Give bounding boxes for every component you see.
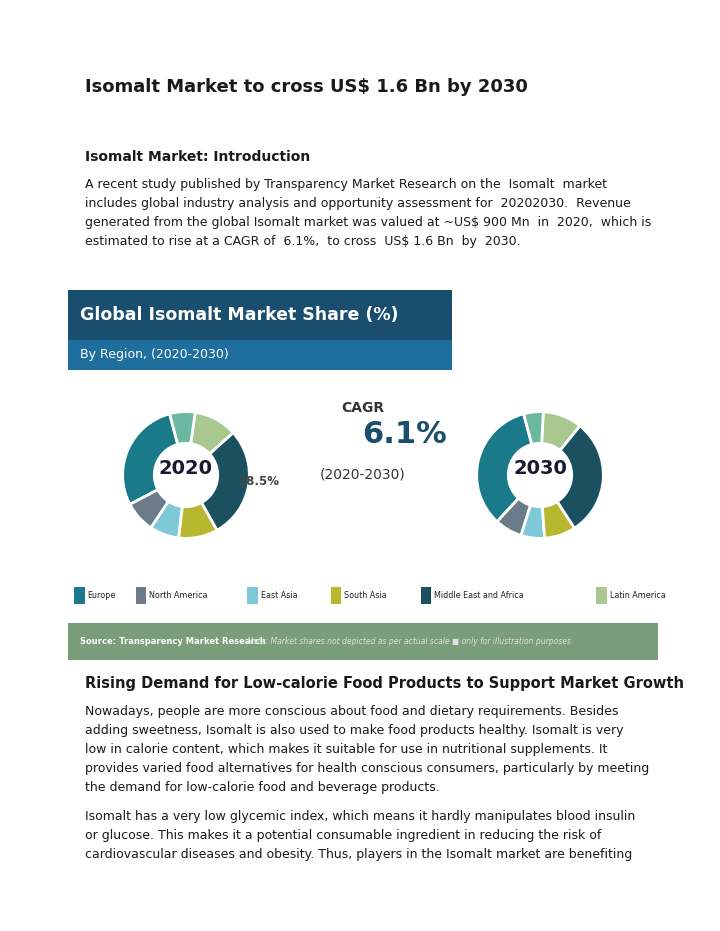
Wedge shape [130, 490, 168, 528]
Wedge shape [191, 412, 233, 453]
Circle shape [508, 443, 572, 506]
Bar [708, 587, 718, 603]
Text: Latin America: Latin America [610, 591, 665, 600]
Wedge shape [542, 502, 575, 538]
Text: Isomalt Market to cross US$ 1.6 Bn by 2030: Isomalt Market to cross US$ 1.6 Bn by 20… [85, 78, 528, 96]
Bar [330, 587, 341, 603]
Text: Note: Market shares not depicted as per actual scale ■ only for illustration pur: Note: Market shares not depicted as per … [245, 637, 571, 646]
Bar [248, 587, 258, 603]
Bar [68, 623, 658, 660]
Wedge shape [521, 506, 544, 538]
Text: Nowadays, people are more conscious about food and dietary requirements. Besides: Nowadays, people are more conscious abou… [85, 705, 649, 794]
Circle shape [154, 443, 217, 506]
Bar [596, 587, 607, 603]
Text: Middle East and Africa: Middle East and Africa [434, 591, 524, 600]
Bar [74, 587, 84, 603]
Wedge shape [477, 413, 532, 521]
Text: 28.5%: 28.5% [238, 475, 279, 488]
Wedge shape [179, 503, 217, 538]
Text: (2020-2030): (2020-2030) [320, 468, 406, 482]
Wedge shape [202, 433, 249, 530]
Text: CAGR: CAGR [341, 401, 384, 415]
Text: 6.1%: 6.1% [362, 420, 446, 449]
Text: Source: Transparency Market Research: Source: Transparency Market Research [80, 637, 266, 646]
Bar [420, 587, 431, 603]
Wedge shape [497, 498, 531, 535]
Wedge shape [523, 412, 544, 444]
Text: Europe: Europe [87, 591, 116, 600]
Text: By Region, (2020-2030): By Region, (2020-2030) [80, 348, 228, 361]
Text: Global Isomalt Market Share (%): Global Isomalt Market Share (%) [80, 306, 398, 324]
Wedge shape [151, 502, 182, 538]
Wedge shape [557, 425, 603, 528]
Wedge shape [122, 413, 178, 505]
Text: East Asia: East Asia [261, 591, 297, 600]
Text: South Asia: South Asia [344, 591, 387, 600]
Text: Rising Demand for Low-calorie Food Products to Support Market Growth: Rising Demand for Low-calorie Food Produ… [85, 676, 684, 691]
Text: A recent study published by Transparency Market Research on the  Isomalt  market: A recent study published by Transparency… [85, 178, 652, 248]
Wedge shape [170, 412, 195, 444]
Bar [68, 290, 451, 340]
Text: North America: North America [150, 591, 208, 600]
Bar [136, 587, 146, 603]
Text: Isomalt has a very low glycemic index, which means it hardly manipulates blood i: Isomalt has a very low glycemic index, w… [85, 810, 635, 861]
Text: 2020: 2020 [159, 459, 213, 479]
Wedge shape [541, 412, 580, 451]
Bar [68, 340, 451, 370]
Text: Isomalt Market: Introduction: Isomalt Market: Introduction [85, 150, 310, 164]
Text: 2030: 2030 [513, 459, 567, 479]
